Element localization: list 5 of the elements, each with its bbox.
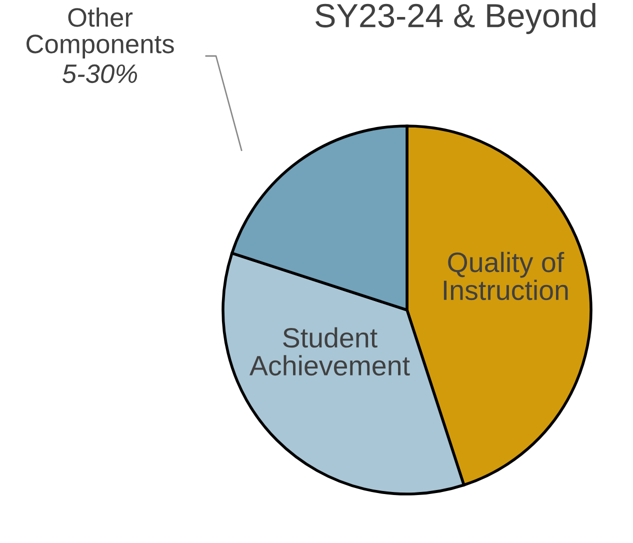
- slice-label: Student Achievement: [249, 327, 410, 376]
- text: 5-30%: [62, 64, 138, 84]
- chart-title: SY23-24 & Beyond: [316, 3, 596, 34]
- slice-label: Other Components: [26, 7, 174, 59]
- slice-label: Quality of Instruction: [444, 252, 568, 300]
